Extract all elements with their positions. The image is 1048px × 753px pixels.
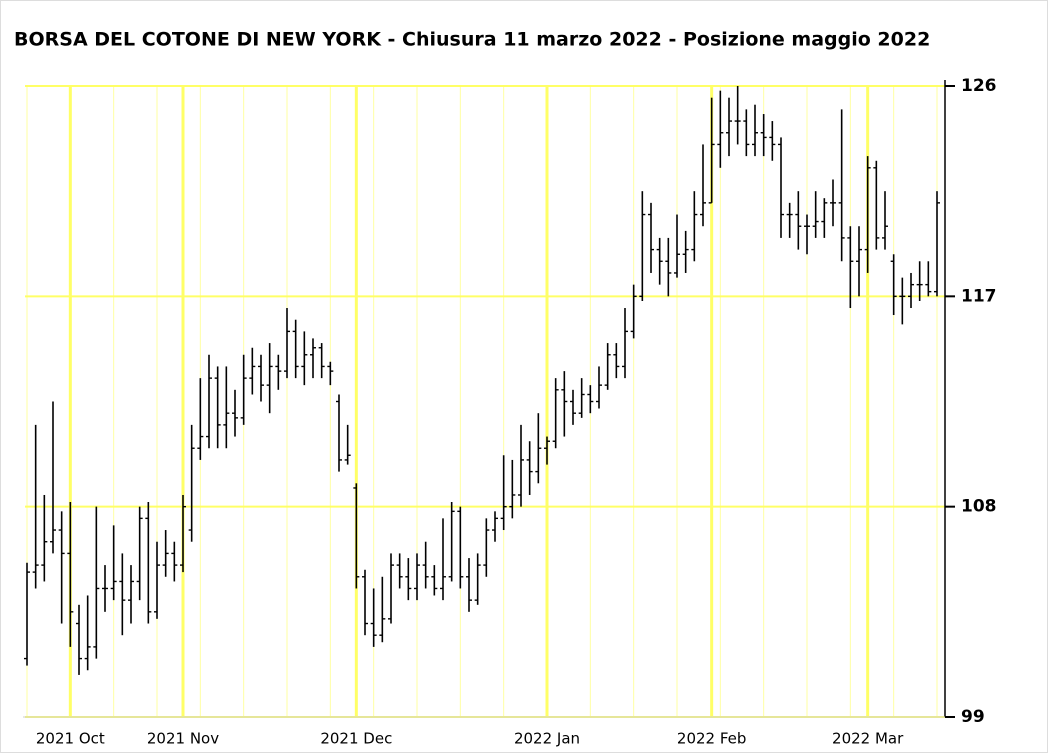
y-tick-label: 117: [961, 286, 997, 306]
axes: 99 108 117 126 2021 Oct 2021 Nov 2021 Dec 2022 …: [23, 76, 997, 748]
x-tick-label: 2021 Dec: [320, 730, 392, 748]
y-tick-label: 99: [961, 707, 985, 727]
marks: [24, 86, 940, 675]
x-tick-label: 2022 Mar: [832, 730, 904, 748]
y-tick-label: 108: [961, 497, 997, 517]
x-tick-label: 2022 Jan: [514, 730, 580, 748]
x-tick-label: 2021 Oct: [36, 730, 105, 748]
chart-title: BORSA DEL COTONE DI NEW YORK - Chiusura …: [14, 29, 930, 51]
x-tick-label: 2021 Nov: [147, 730, 219, 748]
x-tick-label: 2022 Feb: [677, 730, 747, 748]
y-tick-label: 126: [961, 76, 997, 96]
